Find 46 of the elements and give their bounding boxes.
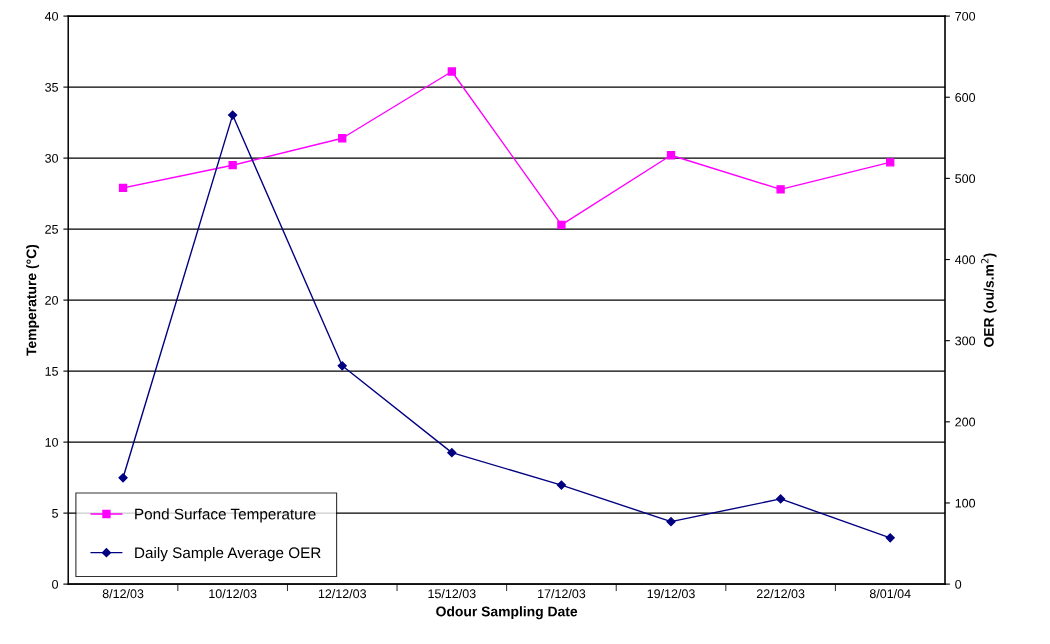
y2-tick-label: 500 (955, 174, 976, 184)
y2-tick-label: 300 (955, 336, 976, 346)
y-tick-label: 15 (45, 367, 59, 376)
point (776, 185, 785, 194)
y2-tick-label: 100 (955, 498, 976, 508)
y-tick-label: 35 (45, 82, 59, 92)
x-tick-label: 17/12/03 (538, 588, 586, 599)
y-tick-label: 25 (45, 224, 59, 234)
x-tick-label: 15/12/03 (428, 588, 476, 599)
x-tick-label: 19/12/03 (647, 588, 695, 599)
y-tick-label: 40 (44, 11, 59, 21)
point (666, 151, 676, 160)
point (118, 473, 128, 483)
x-tick-label: 8/01/04 (869, 588, 911, 599)
point (338, 134, 347, 143)
point (447, 448, 457, 458)
y2-axis-title: OER (ou/s.m$^{2}$) (981, 253, 997, 347)
x-tick-label: 10/12/03 (209, 588, 257, 599)
point (666, 517, 676, 527)
point (885, 533, 895, 543)
point (337, 361, 347, 371)
point (228, 110, 238, 120)
point (118, 183, 128, 193)
legend-label: Pond Surface Temperature (135, 508, 316, 523)
y-axis-title: Temperature (°C) (26, 244, 40, 356)
point (775, 494, 786, 504)
x-tick-label: 8/12/03 (102, 588, 144, 599)
x-tick-label: 12/12/03 (318, 588, 367, 599)
y2-tick-label: 0 (955, 579, 962, 589)
x-axis-title: Odour Sampling Date (436, 606, 578, 620)
y-tick-label: 10 (45, 437, 59, 447)
y-tick-label: 5 (52, 509, 58, 518)
y-tick-label: 30 (45, 153, 59, 163)
point (228, 161, 237, 170)
legend-label: Daily Sample Average OER (135, 546, 321, 562)
y-tick-label: 20 (45, 295, 59, 305)
y2-tick-label: 400 (955, 255, 976, 265)
y2-tick-label: 700 (955, 11, 976, 21)
point (556, 480, 567, 490)
point (447, 67, 456, 76)
point (886, 158, 895, 167)
y2-tick-label: 600 (955, 93, 976, 102)
point (557, 220, 566, 230)
y-tick-label: 0 (52, 579, 59, 589)
x-tick-label: 22/12/03 (756, 588, 805, 599)
y2-tick-label: 200 (955, 417, 976, 427)
